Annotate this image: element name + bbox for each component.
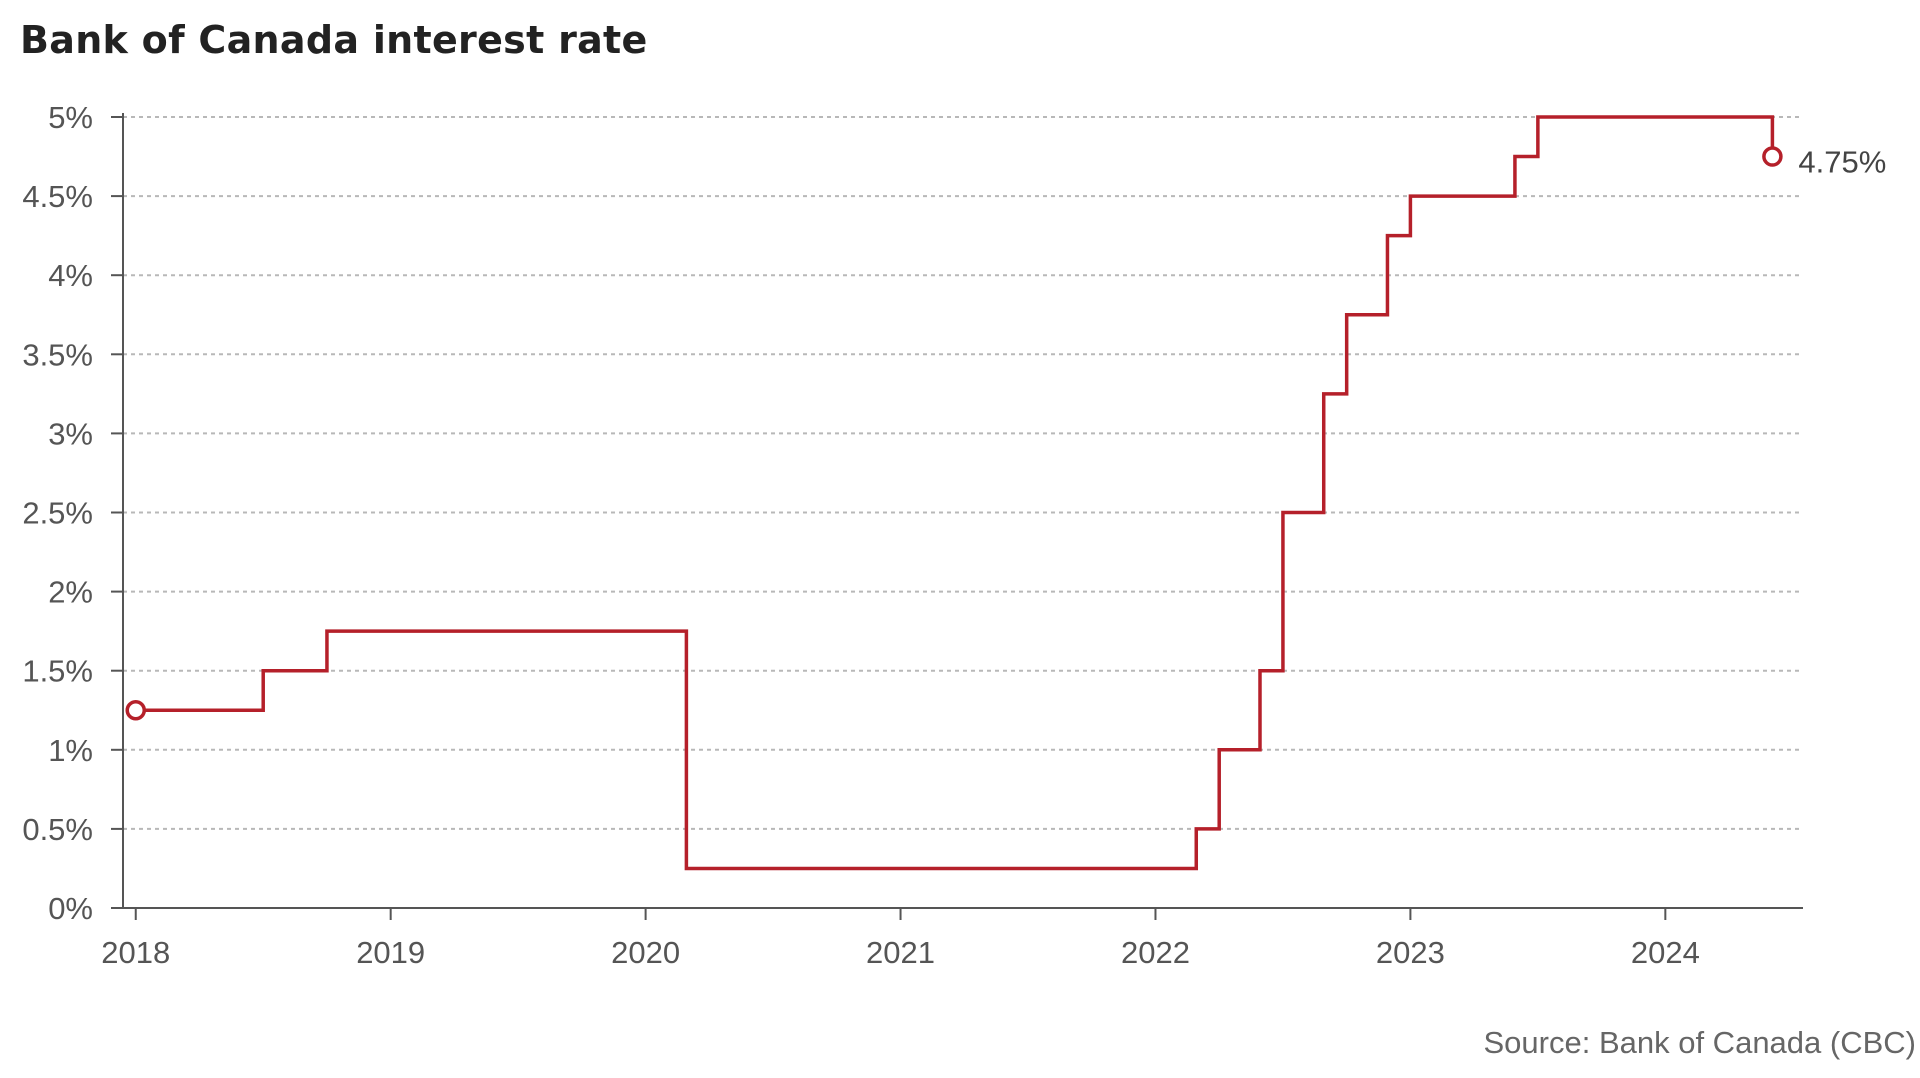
y-tick-label: 0% [48, 891, 93, 926]
y-tick-label: 2% [48, 575, 93, 610]
end-value-label: 4.75% [1798, 145, 1886, 180]
x-tick-label: 2022 [1121, 935, 1190, 970]
y-tick-label: 0.5% [22, 812, 93, 847]
y-tick-label: 2.5% [22, 496, 93, 531]
y-tick-label: 3.5% [22, 337, 93, 372]
y-tick-label: 4.5% [22, 179, 93, 214]
end-point [1762, 146, 1783, 167]
x-tick-label: 2018 [101, 935, 170, 970]
y-tick-label: 4% [48, 258, 93, 293]
x-tick-label: 2019 [356, 935, 425, 970]
markers: 4.75% [125, 145, 1886, 721]
y-tick-label: 3% [48, 416, 93, 451]
x-tick-label: 2024 [1631, 935, 1700, 970]
x-tick-label: 2023 [1376, 935, 1445, 970]
series-layer [135, 115, 1775, 871]
x-tick-label: 2021 [866, 935, 935, 970]
x-tick-label: 2020 [611, 935, 680, 970]
chart-title: Bank of Canada interest rate [20, 18, 648, 62]
start-point [125, 700, 146, 721]
y-tick-label: 1.5% [22, 654, 93, 689]
y-tick-label: 1% [48, 733, 93, 768]
source-note: Source: Bank of Canada (CBC) [1483, 1025, 1917, 1060]
axes: 0% 0.5% 1% 1.5% 2% 2.5% 3% 3.5% 4% 4.5% 5% 2018 2019… [22, 100, 1803, 970]
series-line [135, 115, 1775, 871]
gridlines [123, 116, 1803, 830]
y-tick-label: 5% [48, 100, 93, 135]
